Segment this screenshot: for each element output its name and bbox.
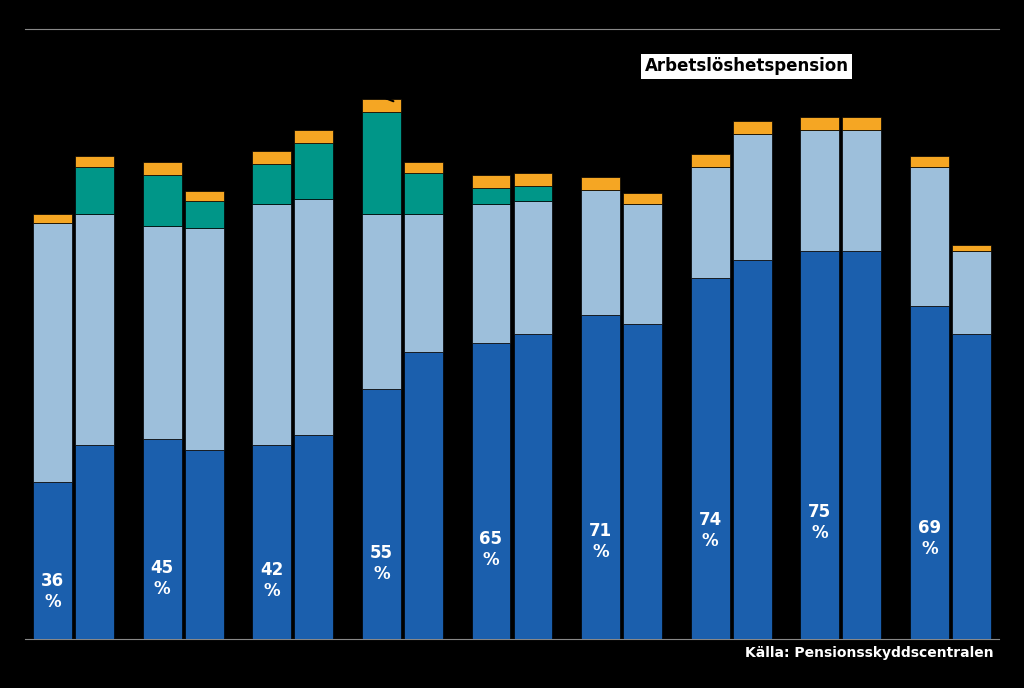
Bar: [142, 226, 181, 439]
Bar: [75, 167, 114, 213]
Bar: [252, 204, 291, 444]
Bar: [733, 260, 772, 638]
Bar: [294, 143, 333, 199]
Bar: [294, 131, 333, 143]
Text: 45
%: 45 %: [151, 559, 174, 598]
Bar: [252, 151, 291, 164]
Bar: [582, 315, 621, 638]
Bar: [733, 134, 772, 260]
Bar: [361, 112, 400, 213]
Text: 36
%: 36 %: [41, 572, 65, 611]
Bar: [471, 188, 510, 204]
Bar: [471, 175, 510, 188]
Bar: [294, 436, 333, 638]
Text: Källa: Pensionsskyddscentralen: Källa: Pensionsskyddscentralen: [744, 647, 993, 660]
Bar: [75, 213, 114, 444]
Bar: [403, 173, 442, 213]
Bar: [471, 343, 510, 638]
Bar: [843, 250, 882, 638]
Bar: [471, 204, 510, 343]
Bar: [403, 352, 442, 638]
Bar: [910, 156, 949, 167]
Bar: [361, 389, 400, 638]
Bar: [403, 213, 442, 352]
Bar: [733, 121, 772, 134]
Bar: [624, 204, 663, 325]
Text: 71
%: 71 %: [589, 522, 612, 561]
Bar: [184, 228, 223, 450]
Text: 75
%: 75 %: [808, 503, 831, 541]
Bar: [33, 223, 72, 482]
Bar: [624, 325, 663, 638]
Bar: [691, 167, 730, 278]
Bar: [624, 193, 663, 204]
Bar: [801, 250, 840, 638]
Bar: [361, 99, 400, 112]
Bar: [184, 201, 223, 228]
Bar: [910, 167, 949, 306]
Bar: [184, 191, 223, 201]
Bar: [952, 334, 991, 638]
Bar: [514, 201, 553, 334]
Text: 74
%: 74 %: [698, 511, 722, 550]
Bar: [582, 189, 621, 315]
Bar: [514, 334, 553, 638]
Bar: [801, 131, 840, 250]
Bar: [582, 177, 621, 189]
Text: Arbetslöshetspension: Arbetslöshetspension: [386, 57, 849, 101]
Bar: [514, 173, 553, 186]
Bar: [142, 162, 181, 175]
Bar: [910, 306, 949, 638]
Text: 42
%: 42 %: [260, 561, 284, 600]
Bar: [691, 154, 730, 167]
Bar: [75, 156, 114, 167]
Bar: [142, 439, 181, 638]
Bar: [843, 131, 882, 250]
Bar: [403, 162, 442, 173]
Bar: [184, 450, 223, 638]
Bar: [142, 175, 181, 226]
Bar: [75, 444, 114, 638]
Bar: [691, 278, 730, 638]
Text: 65
%: 65 %: [479, 530, 503, 569]
Bar: [294, 199, 333, 436]
Bar: [843, 118, 882, 131]
Bar: [361, 213, 400, 389]
Bar: [952, 250, 991, 334]
Bar: [252, 444, 291, 638]
Bar: [252, 164, 291, 204]
Text: 55
%: 55 %: [370, 544, 393, 583]
Bar: [33, 213, 72, 223]
Bar: [33, 482, 72, 638]
Bar: [801, 118, 840, 131]
Bar: [952, 245, 991, 250]
Bar: [514, 186, 553, 201]
Text: 69
%: 69 %: [918, 519, 941, 558]
